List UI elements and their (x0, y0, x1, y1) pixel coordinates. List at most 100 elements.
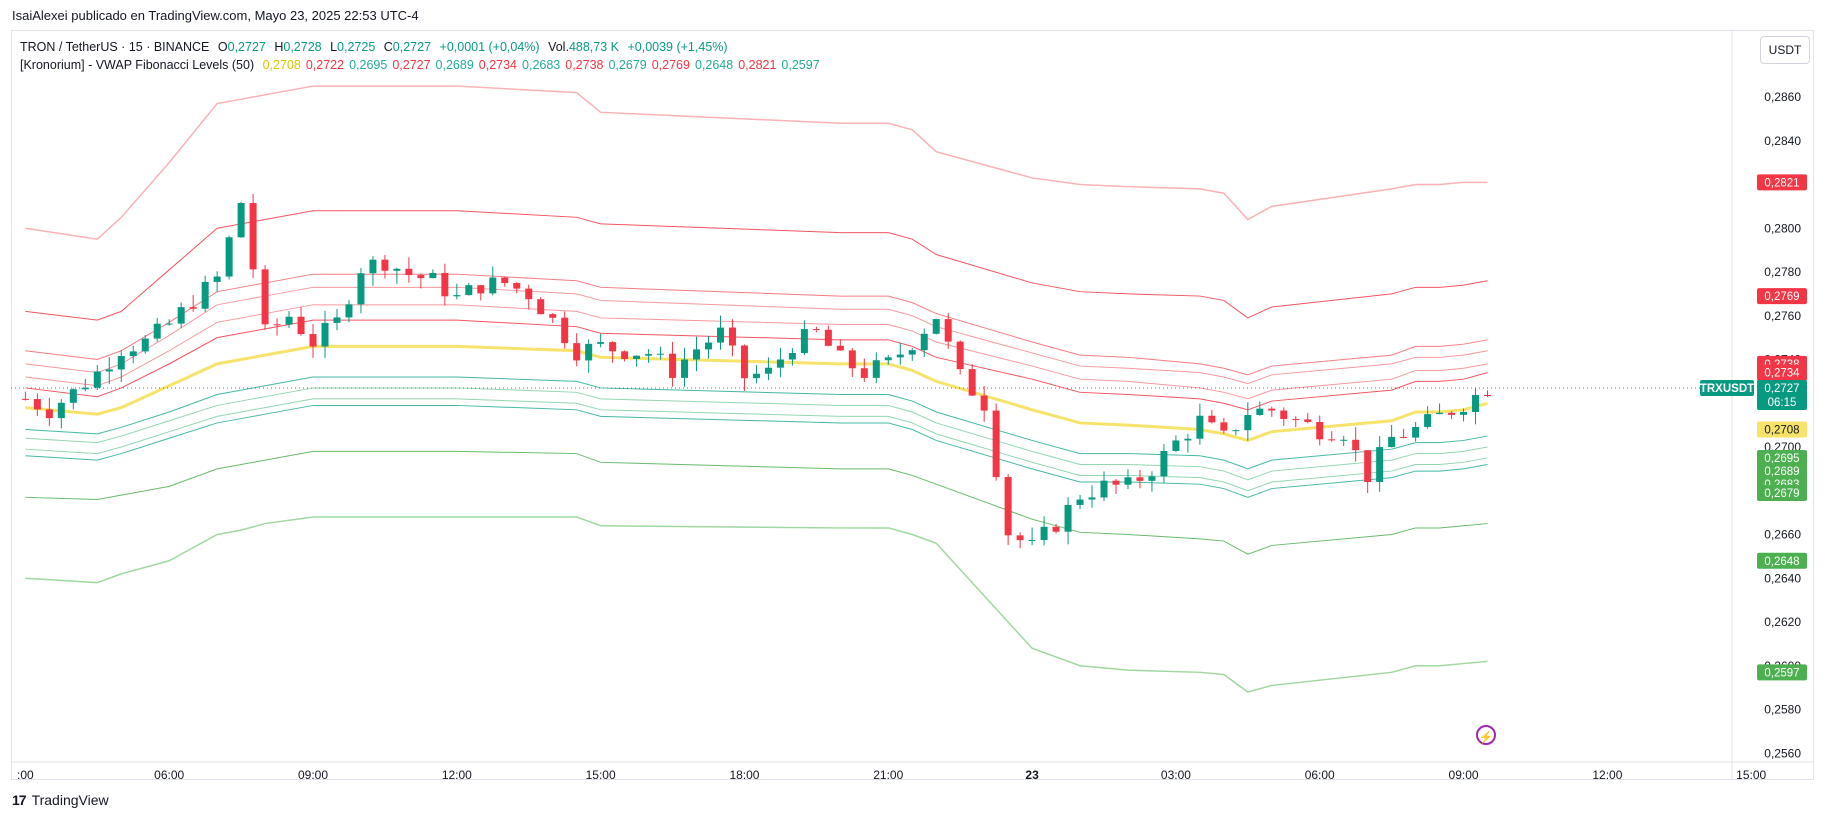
candle-body (1076, 499, 1084, 505)
volume-change: +0,0039 (+1,45%) (627, 40, 728, 54)
candle-body (141, 338, 149, 352)
candle-body (333, 317, 341, 323)
publisher-line: IsaiAlexei publicado en TradingView.com,… (12, 8, 419, 23)
candle-body (549, 314, 557, 318)
candle-body (1472, 394, 1480, 412)
candle-body (1388, 436, 1396, 448)
candle-body (513, 283, 521, 289)
candle-body (1160, 450, 1168, 477)
candle-body (1268, 408, 1276, 411)
candle-body (33, 399, 41, 410)
candle-body (213, 276, 221, 282)
candle-body (1136, 477, 1144, 481)
y-tick-label: 0,2620 (1764, 615, 1801, 629)
currency-button[interactable]: USDT (1760, 36, 1810, 64)
candle-body (1196, 415, 1204, 439)
tradingview-branding[interactable]: 17 TradingView (12, 792, 109, 808)
candle-body (1184, 438, 1192, 441)
chart-frame (11, 30, 1814, 780)
indicator-value: 0,2708 (262, 58, 301, 72)
candle-body (1352, 439, 1360, 451)
price-label-text: 0,2689 (1764, 466, 1799, 478)
candle-body (573, 343, 581, 361)
symbol-badge[interactable] (1700, 379, 1754, 396)
x-tick-label: 15:00 (586, 768, 616, 782)
candle-body (1364, 450, 1372, 482)
symbol-legend-row[interactable]: TRON / TetherUS · 15 · BINANCE O0,2727 H… (20, 38, 825, 56)
price-label-text: 0,2648 (1764, 556, 1799, 568)
candle-body (393, 268, 401, 271)
y-tick-label: 0,2580 (1764, 703, 1801, 717)
candle-body (261, 269, 269, 325)
x-tick-label: 09:00 (1449, 768, 1479, 782)
candle-body (237, 202, 245, 238)
indicator-value: 0,2597 (781, 58, 820, 72)
fib-band-u1 (25, 319, 1488, 411)
low-value: 0,2725 (337, 40, 376, 54)
close-label: C (383, 40, 393, 54)
indicator-value: 0,2683 (522, 58, 561, 72)
candle-body (81, 387, 89, 390)
candle-body (968, 369, 976, 396)
candle-body (848, 350, 856, 369)
price-label-text: 0,2597 (1764, 667, 1799, 679)
candle-body (537, 299, 545, 315)
fib-band-d4 (25, 404, 1488, 498)
candle-body (884, 357, 892, 361)
candle-body (633, 355, 641, 359)
candle-body (716, 327, 724, 343)
symbol-name[interactable]: TRON / TetherUS · 15 · BINANCE (20, 40, 210, 54)
x-tick-label: :00 (17, 768, 34, 782)
fib-band-u3 (25, 286, 1488, 385)
price-label-text: 0,2734 (1764, 368, 1800, 380)
candle-body (860, 368, 868, 378)
y-tick-label: 0,2800 (1764, 221, 1801, 235)
fib-band-d3 (25, 398, 1488, 492)
candle-body (1220, 422, 1228, 431)
candle-body (681, 359, 689, 378)
candle-body (381, 259, 389, 271)
indicator-value: 0,2695 (349, 58, 388, 72)
x-tick-label: 21:00 (873, 768, 903, 782)
candle-body (489, 277, 497, 294)
candle-body (740, 345, 748, 379)
candle-body (1124, 477, 1132, 485)
candle-body (1448, 412, 1456, 415)
indicator-name[interactable]: [Kronorium] - VWAP Fibonacci Levels (50) (20, 58, 255, 72)
candle-body (321, 322, 329, 347)
candle-body (1112, 480, 1120, 485)
price-label-badge (1757, 449, 1807, 466)
candle-body (669, 353, 677, 378)
candle-body (609, 342, 617, 352)
y-tick-label: 0,2840 (1764, 134, 1801, 148)
indicator-legend-row[interactable]: [Kronorium] - VWAP Fibonacci Levels (50)… (20, 56, 825, 74)
candle-body (1400, 436, 1408, 438)
candle-body (1172, 440, 1180, 451)
candle-body (1208, 415, 1216, 423)
price-label-text: 0,2821 (1764, 177, 1799, 189)
candle-body (776, 359, 784, 368)
candle-body (1004, 477, 1012, 536)
symbol-badge-text: TRXUSDT (1700, 383, 1754, 395)
y-tick-label: 0,2640 (1764, 571, 1801, 585)
candle-body (1436, 412, 1444, 415)
candle-body (417, 275, 425, 279)
countdown-text: 06:15 (1768, 397, 1797, 409)
price-label-badge (1757, 463, 1807, 480)
candle-body (1460, 411, 1468, 415)
price-label-badge (1757, 484, 1807, 501)
x-tick-label: 15:00 (1736, 768, 1766, 782)
candle-body (1328, 439, 1336, 441)
indicator-value: 0,2689 (435, 58, 474, 72)
candle-body (477, 285, 485, 294)
candle-body (1100, 480, 1108, 498)
x-tick-label: 23 (1025, 768, 1039, 782)
candle-body (1376, 447, 1384, 482)
candle-body (357, 273, 365, 305)
candle-body (345, 304, 353, 318)
x-tick-label: 03:00 (1161, 768, 1191, 782)
candle-body (465, 285, 473, 296)
lightning-icon[interactable]: ⚡ (1476, 725, 1496, 745)
candle-body (93, 371, 101, 388)
